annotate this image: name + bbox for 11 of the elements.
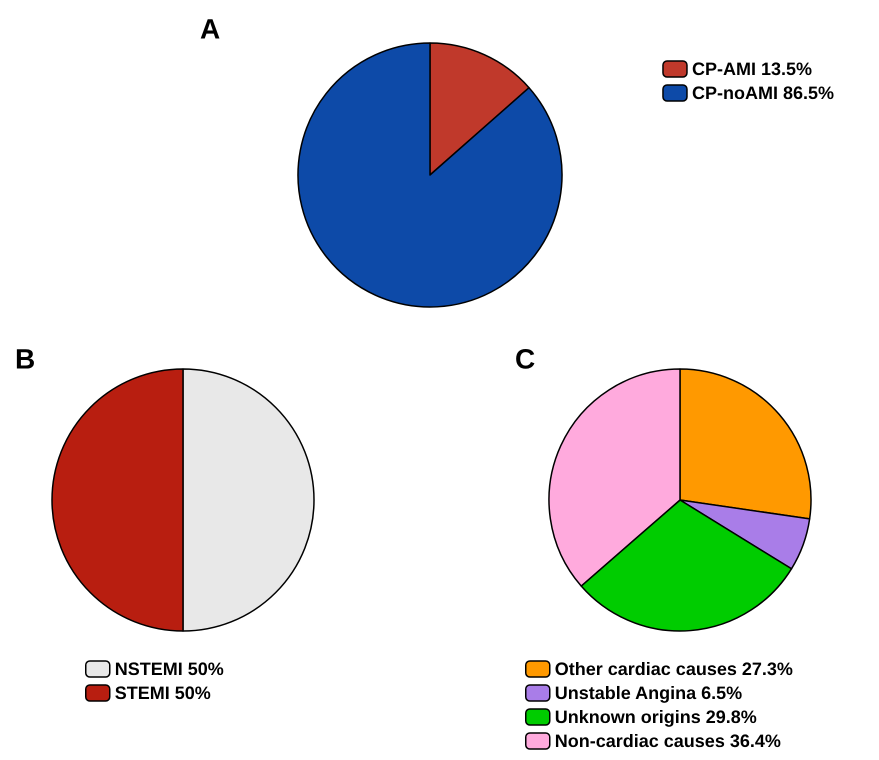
chart-title: A xyxy=(200,14,220,44)
legend-label: Unknown origins 29.8% xyxy=(554,707,757,727)
legend-label: NSTEMI 50% xyxy=(114,659,224,679)
chart-title: B xyxy=(15,344,36,374)
chart-title: C xyxy=(515,344,536,374)
legend-label: STEMI 50% xyxy=(114,683,211,703)
legend-label: CP-AMI 13.5% xyxy=(692,59,812,79)
legend-label: Other cardiac causes 27.3% xyxy=(554,659,793,679)
legend-label: Unstable Angina 6.5% xyxy=(554,683,742,703)
legend-label: CP-noAMI 86.5% xyxy=(692,83,834,103)
legend-label: Non-cardiac causes 36.4% xyxy=(554,731,781,751)
